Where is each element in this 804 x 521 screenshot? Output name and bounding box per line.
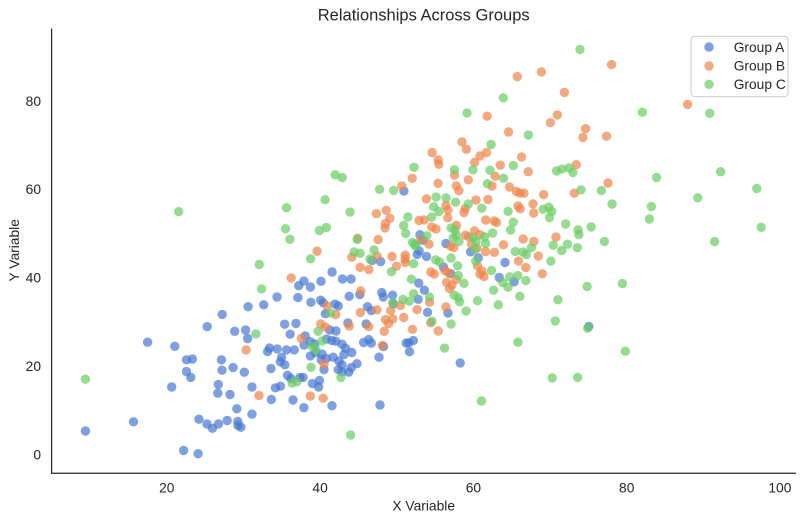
svg-text:0: 0 [33,448,41,463]
svg-text:80: 80 [26,94,42,109]
svg-text:20: 20 [159,481,175,496]
svg-text:80: 80 [619,481,635,496]
svg-text:Group A: Group A [734,40,785,55]
svg-text:60: 60 [26,182,42,197]
svg-text:40: 40 [26,271,42,286]
svg-text:X Variable: X Variable [392,499,455,514]
svg-text:Group C: Group C [734,77,786,92]
svg-text:20: 20 [26,359,42,374]
svg-text:60: 60 [466,481,482,496]
svg-text:Y Variable: Y Variable [7,219,22,282]
svg-text:100: 100 [768,481,791,496]
svg-text:Relationships Across Groups: Relationships Across Groups [318,7,530,25]
svg-text:Group B: Group B [734,59,785,74]
svg-text:40: 40 [312,481,328,496]
